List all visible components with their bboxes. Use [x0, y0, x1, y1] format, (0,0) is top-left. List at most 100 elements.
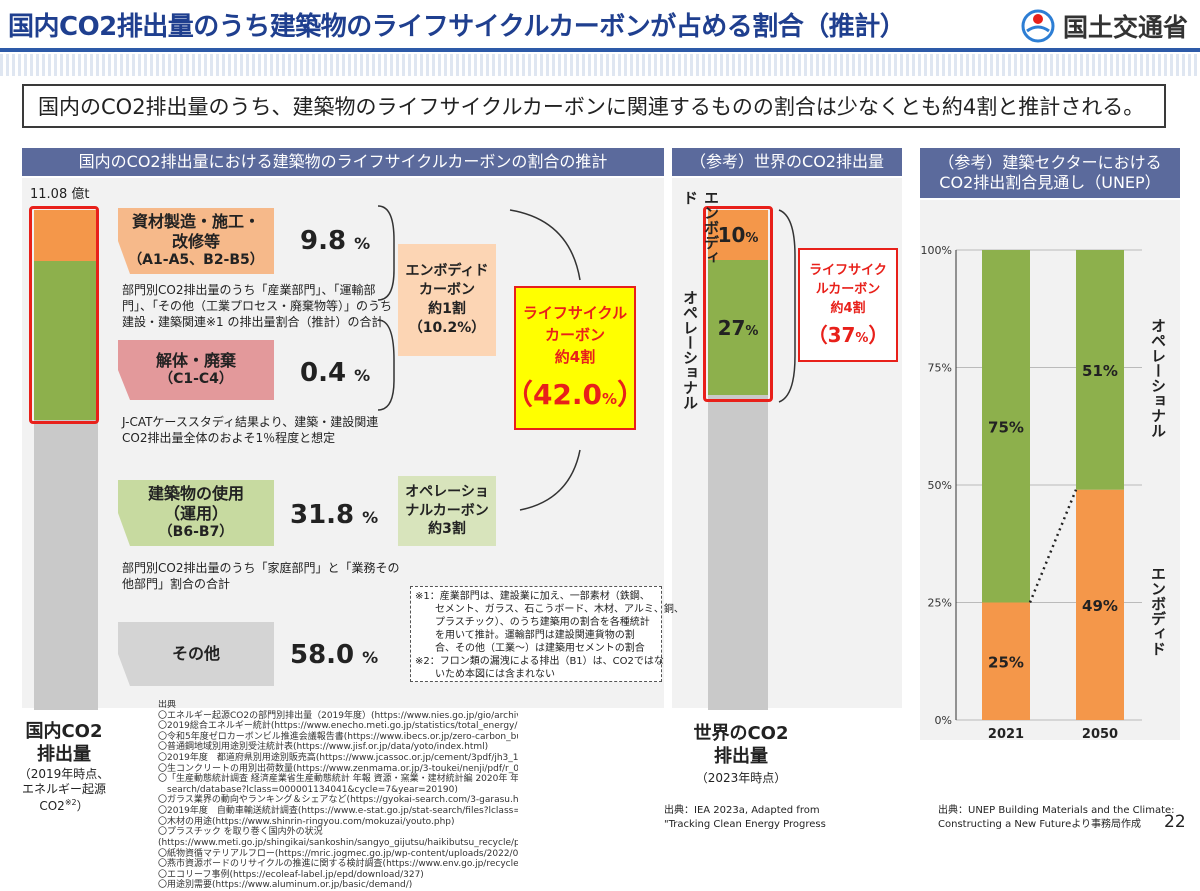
lifecycle-carbon-label: ライフサイクル カーボン 約4割 — [522, 304, 628, 366]
category-demolition-name: 解体・廃棄 — [155, 351, 236, 371]
left-caption-main: 国内CO2 排出量 — [25, 721, 103, 766]
world-caption-sub: （2023年時点） — [695, 770, 787, 785]
bar-2021-embodied — [982, 602, 1030, 720]
source-item: 出典 — [158, 700, 177, 710]
source-item: 〇用途別需要(https://www.aluminum.or.jp/basic/… — [158, 880, 413, 891]
x-tick-label: 2050 — [1082, 727, 1118, 742]
world-segment-other — [708, 395, 768, 710]
middle-panel-header-text: （参考）世界のCO2排出量 — [690, 152, 884, 171]
world-stacked-bar: 10% 27% — [708, 210, 768, 710]
left-panel-header: 国内のCO2排出量における建築物のライフサイクルカーボンの割合の推計 — [22, 148, 664, 176]
title-band — [0, 54, 1200, 76]
notes-text: ※1：産業部門は、建設業に加え、一部素材（鉄鋼、 セメント、ガラス、石こうボード… — [415, 591, 684, 680]
lifecycle-carbon-box: ライフサイクル カーボン 約4割 （42.0%） — [505, 286, 645, 430]
bracket-embodied-lower — [377, 319, 395, 411]
source-item: 〇普通鋼地域別用途別受注統計表(https://www.jisf.or.jp/d… — [158, 742, 489, 753]
bar-2050-embodied — [1076, 489, 1124, 720]
source-item: 〇2019年度 自動車輸送統計調査(https://www.e-stat.go.… — [158, 806, 518, 817]
category-other-value: 58.0% — [290, 640, 379, 670]
left-chart-caption: 国内CO2 排出量 （2019年時点、 エネルギー起源 CO2※2） — [10, 720, 118, 815]
bar-segment-embodied — [34, 210, 98, 261]
source-item: search/database?lclass=000001134041&cycl… — [158, 784, 458, 795]
category-operation-desc: 部門別CO2排出量のうち「家庭部門」と「業務その 他部門」割合の合計 — [122, 561, 400, 592]
world-embodied-axis-label: エンボディド — [681, 190, 720, 265]
y-tick-label: 50% — [928, 479, 952, 492]
bar-2021-operational — [982, 250, 1030, 603]
data-label: 51% — [1082, 362, 1118, 380]
source-item: 〇紙物資循マテリアルフロー(https://mric.jogmec.go.jp/… — [158, 848, 518, 859]
unep-operational-axis-label: オペレーショナル — [1149, 318, 1167, 438]
world-embodied-value: 10% — [717, 223, 759, 247]
data-label: 49% — [1082, 597, 1118, 615]
data-label: 75% — [988, 418, 1024, 436]
unep-chart: 0% 25% 50% 75% 100% 25% 75% 2021 49% 51% 2050 — [921, 244, 1142, 742]
category-demolition: 解体・廃棄 （C1-C4） — [118, 340, 274, 400]
bar-2050-operational — [1076, 250, 1124, 490]
category-materials: 資材製造・施工・ 改修等 （A1-A5、B2-B5） — [118, 208, 274, 274]
world-lifecycle-box: ライフサイク ルカーボン 約4割 （37%） — [798, 248, 898, 362]
world-lifecycle-label: ライフサイク ルカーボン 約4割 — [809, 263, 887, 316]
source-item: 〇生コンクリートの用別出荷数量(https://www.zenmama.or.j… — [158, 763, 518, 774]
trend-dotted-line — [1028, 489, 1078, 603]
source-item: 〇エコリーフ事例(https://ecoleaf-label.jp/epd/do… — [158, 869, 424, 880]
left-lifecycle-highlight — [29, 206, 99, 424]
source-item: 〇2019総合エネルギー統計(https://www.enecho.meti.g… — [158, 721, 518, 732]
right-panel-header: （参考）建築セクターにおける CO2排出割合見通し（UNEP） — [920, 148, 1180, 198]
source-item: 〇令和5年度ゼロカーボンビル推進会議報告書(https://www.ibecs.… — [158, 731, 518, 742]
middle-panel-header: （参考）世界のCO2排出量 — [672, 148, 902, 176]
world-bracket — [778, 209, 796, 403]
left-stacked-bar — [34, 210, 98, 710]
lifecycle-carbon-value: （42.0%） — [504, 377, 646, 411]
embodied-carbon-box: エンボディド カーボン 約1割 （10.2%） — [398, 244, 496, 356]
source-item: 〇燕市資源ボードのリサイクルの推進に関する検討調査(https://www.en… — [158, 859, 518, 870]
category-materials-value: 9.8% — [300, 226, 371, 256]
notes-box: ※1：産業部門は、建設業に加え、一部素材（鉄鋼、 セメント、ガラス、石こうボード… — [410, 586, 684, 682]
page-title: 国内CO2排出量のうち建築物のライフサイクルカーボンが占める割合（推計） — [8, 12, 906, 42]
y-tick-label: 0% — [935, 714, 952, 727]
source-item: 〇「生産動態統計調査 経済産業省生産動態統計 年報 資源・窯業・建材統計編 20… — [158, 774, 518, 785]
world-lifecycle-value: （37%） — [807, 322, 889, 347]
world-operational-axis-label: オペレーショナル — [681, 290, 699, 410]
y-tick-label: 25% — [928, 597, 952, 610]
world-lifecycle-highlight — [703, 206, 773, 402]
bracket-lifecycle-top — [509, 209, 581, 281]
category-materials-code: （A1-A5、B2-B5） — [128, 252, 264, 269]
category-materials-desc: 部門別CO2排出量のうち「産業部門」、「運輸部 門」、「その他（工業プロセス・廃… — [122, 283, 393, 330]
category-operation-value: 31.8% — [290, 500, 379, 530]
left-panel-header-text: 国内のCO2排出量における建築物のライフサイクルカーボンの割合の推計 — [78, 152, 608, 171]
bar-segment-other — [34, 420, 98, 710]
source-item: 〇2019年度 都道府県別用途別販売高(https://www.jcassoc.… — [158, 753, 518, 764]
ministry-name: 国土交通省 — [1062, 13, 1188, 42]
left-brackets — [377, 205, 581, 511]
ministry-emblem-icon — [1021, 9, 1055, 43]
source-item: 〇エネルギー起源CO2の部門別排出量（2019年度）(https://www.n… — [158, 710, 518, 721]
bracket-lifecycle-bottom — [519, 449, 581, 511]
y-tick-label: 75% — [928, 362, 952, 375]
right-panel-header-text: （参考）建築セクターにおける CO2排出割合見通し（UNEP） — [938, 153, 1162, 192]
source-item: 〇木材の用途(https://www.shinrin-ringyou.com/m… — [158, 816, 455, 827]
world-segment-embodied: 10% — [708, 210, 768, 260]
category-operation-code: （B6-B7） — [158, 524, 234, 541]
category-materials-name: 資材製造・施工・ 改修等 — [131, 212, 260, 252]
world-source: 出典：IEA 2023a, Adapted from "Tracking Cle… — [664, 805, 826, 830]
world-segment-operational: 27% — [708, 260, 768, 395]
world-operational-value: 27% — [717, 315, 759, 340]
right-panel-bg — [920, 200, 1180, 740]
world-chart-caption: 世界のCO2 排出量 （2023年時点） — [676, 722, 806, 786]
summary-text: 国内のCO2排出量のうち、建築物のライフサイクルカーボンに関連するものの割合は少… — [38, 95, 1145, 119]
summary-box: 国内のCO2排出量のうち、建築物のライフサイクルカーボンに関連するものの割合は少… — [22, 84, 1166, 128]
source-item: (https://www.meti.go.jp/shingikai/sankos… — [158, 837, 518, 848]
source-item: 〇ガラス業界の動向やランキング＆シェアなど(https://gyokai-sea… — [158, 795, 518, 806]
bracket-embodied-left — [377, 205, 395, 301]
unep-embodied-axis-label: エンボディド — [1149, 566, 1167, 656]
ministry-logo: 国土交通省 — [1021, 8, 1188, 44]
world-caption-main: 世界のCO2 排出量 — [693, 723, 789, 768]
category-demolition-desc: J-CATケーススタディ結果より、建築・建設関連 CO2排出量全体のおよそ1％程… — [122, 415, 379, 446]
category-demolition-value: 0.4% — [300, 358, 371, 388]
category-other: その他 — [118, 622, 274, 686]
y-tick-label: 100% — [921, 244, 952, 257]
category-operation-name: 建築物の使用 （運用） — [147, 484, 244, 524]
operational-carbon-box: オペレーショ ナルカーボン 約3割 — [398, 476, 496, 546]
left-caption-sub: （2019年時点、 エネルギー起源 CO2※2） — [18, 766, 110, 813]
source-item: 〇プラスチック を取り巻く国内外の状況 — [158, 827, 323, 838]
